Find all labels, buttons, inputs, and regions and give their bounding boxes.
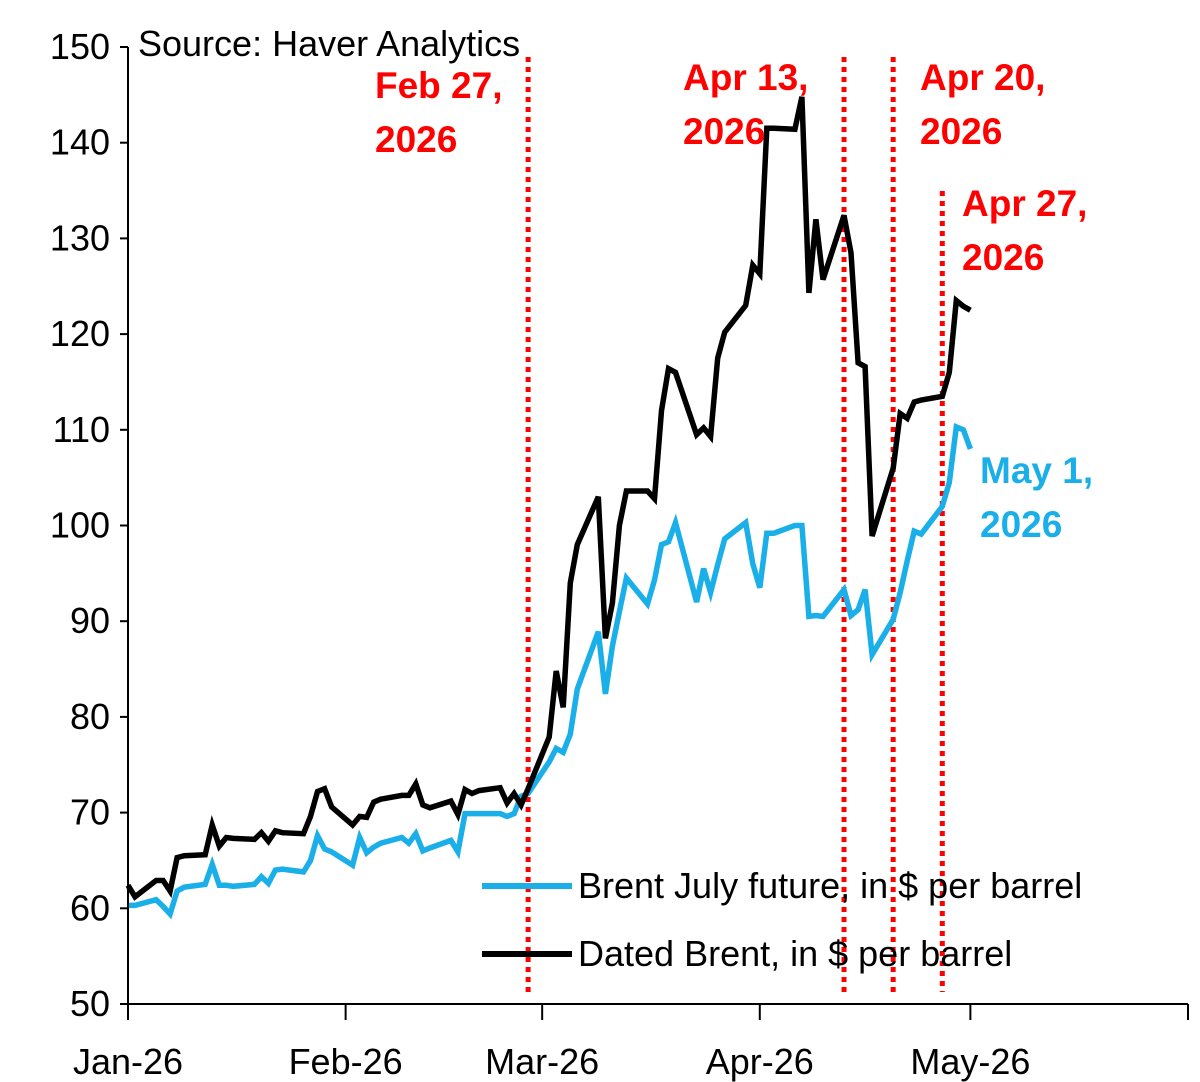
axes: 50 60 70 80 90 100 110 120 130 140 150 Jan-26 Feb-26… bbox=[50, 26, 1189, 1082]
y-tick-label: 90 bbox=[70, 600, 110, 641]
vertical-marker-lines bbox=[525, 57, 945, 992]
y-tick-label: 100 bbox=[50, 505, 110, 546]
y-tick-label: 130 bbox=[50, 217, 110, 258]
legend-label: Dated Brent, in $ per barrel bbox=[578, 933, 1012, 974]
annotation-label: 2026 bbox=[375, 119, 457, 160]
series-lines bbox=[125, 96, 973, 920]
y-tick-label: 140 bbox=[50, 122, 110, 163]
x-tick-label: May-26 bbox=[910, 1041, 1030, 1082]
legend-label: Brent July future, in $ per barrel bbox=[578, 865, 1082, 906]
y-tick-label: 110 bbox=[53, 409, 110, 450]
annotation-label: Apr 27, bbox=[962, 183, 1087, 224]
annotation-label: Apr 20, bbox=[920, 57, 1045, 98]
x-tick-label: Mar-26 bbox=[485, 1041, 599, 1082]
annotation-label: May 1, bbox=[980, 450, 1093, 491]
y-tick-label: 50 bbox=[70, 983, 110, 1024]
annotation-label: Apr 13, bbox=[683, 57, 808, 98]
source-note: Source: Haver Analytics bbox=[138, 23, 520, 64]
x-tick-label: Feb-26 bbox=[289, 1041, 403, 1082]
series-line-1 bbox=[125, 96, 972, 901]
y-tick-label: 70 bbox=[70, 792, 110, 833]
annotation-label: 2026 bbox=[980, 504, 1062, 545]
x-tick-label: Jan-26 bbox=[73, 1041, 183, 1082]
y-tick-label: 80 bbox=[70, 696, 110, 737]
series-line-0 bbox=[128, 422, 973, 920]
y-tick-label: 150 bbox=[50, 26, 110, 67]
annotation-label: 2026 bbox=[683, 111, 765, 152]
y-tick-label: 60 bbox=[70, 887, 110, 928]
legend: Brent July future, in $ per barrel Dated … bbox=[482, 865, 1082, 974]
annotation-label: 2026 bbox=[920, 111, 1002, 152]
date-annotations: Feb 27, 2026 Apr 13, 2026 Apr 20, 2026 Apr 27,… bbox=[375, 57, 1093, 545]
annotation-label: 2026 bbox=[962, 237, 1044, 278]
y-tick-label: 120 bbox=[50, 313, 110, 354]
x-tick-label: Apr-26 bbox=[706, 1041, 814, 1082]
annotation-label: Feb 27, bbox=[375, 65, 503, 106]
